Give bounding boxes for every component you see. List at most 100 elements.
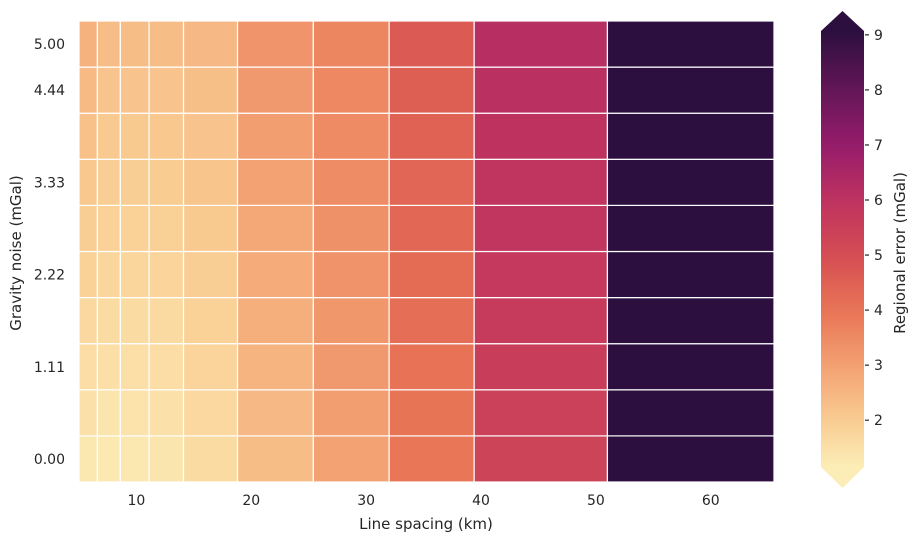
colorbar-tick-label: 9 [874, 28, 883, 44]
heatmap-cell [606, 66, 775, 114]
heatmap-cell [388, 343, 475, 391]
colorbar-tick-label: 5 [874, 248, 883, 264]
heatmap-cell [236, 20, 314, 68]
heatmap-cell [388, 204, 475, 253]
heatmap-cell [606, 297, 775, 345]
heatmap-cell [606, 250, 775, 299]
heatmap-cell [78, 343, 98, 391]
heatmap-cell [473, 204, 609, 253]
heatmap-cell [148, 20, 185, 68]
y-tick-label: 3.33 [34, 175, 65, 191]
heatmap-cell [182, 435, 239, 483]
heatmap-cell [78, 158, 98, 207]
heatmap-cell [606, 112, 775, 160]
heatmap-cell [96, 343, 121, 391]
colorbar: 2 3 4 5 6 7 8 9 Regional error (mGal) [821, 11, 909, 488]
heatmap-cell [388, 66, 475, 114]
heatmap-cell [96, 112, 121, 160]
heatmap-cell [236, 343, 314, 391]
heatmap-cell [148, 158, 185, 207]
heatmap-cell [606, 20, 775, 68]
heatmap-cell [119, 204, 150, 253]
heatmap-cell [148, 66, 185, 114]
colorbar-tick-label: 7 [874, 138, 883, 154]
x-tick-label: 20 [242, 493, 260, 509]
heatmap-cell [96, 20, 121, 68]
heatmap-cell [182, 250, 239, 299]
heatmap-cell [236, 389, 314, 437]
heatmap-cell [119, 389, 150, 437]
heatmap-cell [473, 20, 609, 68]
heatmap-cell [182, 389, 239, 437]
colorbar-tick-label: 8 [874, 83, 883, 99]
heatmap-cell [119, 435, 150, 483]
heatmap-cell [182, 297, 239, 345]
heatmap-cell [473, 250, 609, 299]
heatmap-cell [119, 66, 150, 114]
colorbar-extend-max-triangle [821, 11, 864, 31]
y-tick-label: 5.00 [34, 37, 65, 53]
heatmap-cell [236, 435, 314, 483]
heatmap-cell [182, 158, 239, 207]
heatmap-cell [96, 250, 121, 299]
y-tick-label: 1.11 [34, 360, 65, 376]
heatmap-cell [606, 204, 775, 253]
heatmap-cell [388, 297, 475, 345]
heatmap-cell [96, 158, 121, 207]
y-tick-label: 4.44 [34, 83, 65, 99]
heatmap-cell [606, 435, 775, 483]
colorbar-tick-label: 4 [874, 303, 883, 319]
heatmap-cell [312, 112, 390, 160]
colorbar-tick-label: 2 [874, 413, 883, 429]
heatmap-cell [182, 66, 239, 114]
heatmap-cell [148, 204, 185, 253]
heatmap-cell [236, 158, 314, 207]
heatmap-cell [606, 343, 775, 391]
y-tick-label: 0.00 [34, 452, 65, 468]
heatmap-cell [388, 389, 475, 437]
heatmap-cell [78, 435, 98, 483]
heatmap-cell [312, 435, 390, 483]
heatmap-cell [388, 250, 475, 299]
heatmap-cell [473, 297, 609, 345]
y-tick-label: 2.22 [34, 268, 65, 284]
x-tick-label: 30 [357, 493, 375, 509]
heatmap-cell [473, 158, 609, 207]
heatmap-cell [78, 112, 98, 160]
heatmap-cell [119, 343, 150, 391]
colorbar-tick-label: 3 [874, 358, 883, 374]
heatmap-cell [236, 250, 314, 299]
y-axis-label: Gravity noise (mGal) [7, 175, 25, 331]
heatmap-cell [96, 435, 121, 483]
heatmap-cell [78, 20, 98, 68]
heatmap-cell [312, 204, 390, 253]
heatmap-cell [312, 343, 390, 391]
heatmap-cell [148, 297, 185, 345]
x-tick-label: 50 [587, 493, 605, 509]
heatmap-cell [148, 112, 185, 160]
colorbar-gradient [821, 31, 864, 467]
x-axis-ticks: 10 20 30 40 50 60 [128, 493, 720, 509]
heatmap-cell [78, 297, 98, 345]
heatmap-cell [78, 204, 98, 253]
heatmap-cell [119, 112, 150, 160]
heatmap-cell [473, 435, 609, 483]
heatmap-cell [312, 66, 390, 114]
heatmap-cell [182, 20, 239, 68]
heatmap-cell [388, 112, 475, 160]
heatmap-cell [96, 204, 121, 253]
heatmap-cells [78, 20, 775, 483]
x-tick-label: 40 [472, 493, 490, 509]
heatmap-cell [119, 158, 150, 207]
heatmap-cell [119, 250, 150, 299]
heatmap-cell [78, 250, 98, 299]
heatmap-cell [388, 20, 475, 68]
colorbar-tick-label: 6 [874, 193, 883, 209]
heatmap-cell [182, 343, 239, 391]
heatmap-cell [236, 66, 314, 114]
heatmap-cell [96, 297, 121, 345]
heatmap-cell [182, 204, 239, 253]
heatmap-cell [473, 343, 609, 391]
heatmap-cell [148, 343, 185, 391]
